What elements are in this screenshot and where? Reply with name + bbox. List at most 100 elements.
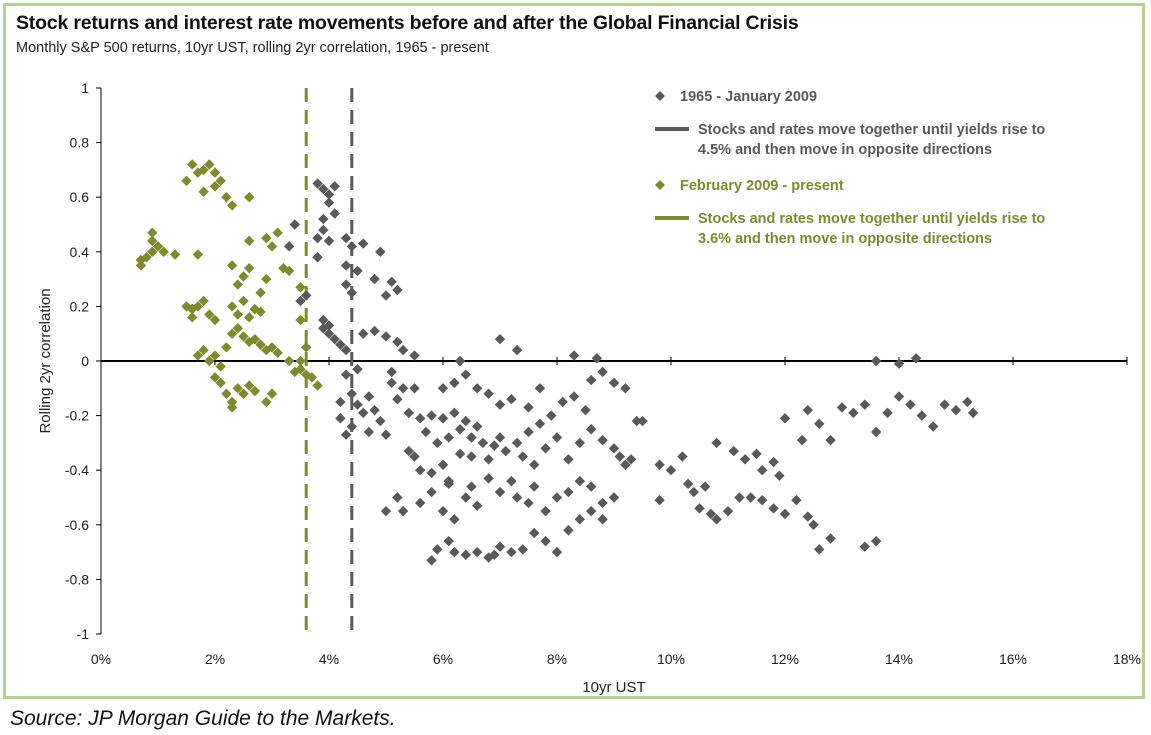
data-point bbox=[757, 465, 768, 476]
data-point bbox=[620, 459, 631, 470]
data-point bbox=[574, 437, 585, 449]
data-point bbox=[392, 284, 403, 296]
x-tick-label: 14% bbox=[885, 651, 913, 667]
data-point bbox=[540, 443, 551, 454]
data-point bbox=[814, 544, 825, 555]
data-point bbox=[226, 396, 238, 408]
data-point bbox=[859, 541, 870, 552]
data-point bbox=[597, 434, 608, 446]
data-point bbox=[329, 208, 340, 219]
data-point bbox=[209, 372, 221, 383]
data-point bbox=[397, 505, 409, 517]
data-point bbox=[882, 407, 893, 419]
data-point bbox=[283, 241, 295, 252]
data-point bbox=[523, 426, 534, 438]
data-point bbox=[244, 262, 255, 274]
data-point bbox=[386, 366, 397, 378]
data-point bbox=[403, 407, 414, 419]
data-point bbox=[967, 407, 979, 419]
data-point bbox=[768, 503, 779, 514]
data-point bbox=[380, 505, 392, 517]
data-point bbox=[215, 175, 226, 187]
data-point bbox=[209, 314, 221, 326]
data-point bbox=[221, 342, 232, 353]
data-point bbox=[318, 314, 329, 326]
data-point bbox=[415, 465, 426, 476]
data-point bbox=[489, 549, 500, 561]
data-point bbox=[255, 287, 266, 298]
data-point bbox=[950, 404, 962, 416]
data-point bbox=[500, 445, 511, 457]
data-point bbox=[198, 344, 209, 356]
data-point bbox=[255, 339, 266, 350]
data-point bbox=[437, 459, 449, 470]
data-point bbox=[551, 492, 563, 503]
data-point bbox=[597, 366, 608, 378]
data-point bbox=[620, 383, 631, 394]
data-point bbox=[774, 470, 785, 481]
data-point bbox=[910, 353, 922, 364]
data-point bbox=[580, 404, 591, 416]
data-point bbox=[739, 454, 751, 465]
data-point bbox=[340, 260, 352, 271]
data-point bbox=[814, 418, 825, 429]
data-point bbox=[808, 519, 819, 530]
data-point bbox=[369, 325, 380, 337]
data-point bbox=[147, 246, 158, 257]
data-point bbox=[494, 333, 506, 345]
data-point bbox=[363, 391, 375, 402]
x-tick-label: 10% bbox=[657, 651, 685, 667]
legend-label: 1965 - January 2009 bbox=[680, 89, 817, 105]
data-point bbox=[489, 440, 500, 451]
data-point bbox=[483, 454, 494, 465]
data-point bbox=[158, 246, 169, 257]
data-point bbox=[209, 181, 221, 192]
data-point bbox=[563, 486, 574, 498]
data-point bbox=[329, 181, 340, 192]
data-point bbox=[187, 159, 198, 170]
data-point bbox=[380, 429, 392, 440]
data-point bbox=[312, 232, 323, 244]
data-point bbox=[420, 426, 432, 438]
y-tick-label: 1 bbox=[81, 80, 89, 96]
data-point bbox=[238, 331, 249, 342]
source-note: Source: JP Morgan Guide to the Markets. bbox=[10, 707, 396, 730]
data-point bbox=[312, 380, 323, 391]
data-point bbox=[483, 552, 494, 563]
data-point bbox=[392, 394, 403, 405]
data-point bbox=[506, 475, 517, 487]
data-point bbox=[261, 232, 272, 244]
legend-label: 3.6% and then move in opposite direction… bbox=[698, 231, 992, 247]
data-point bbox=[198, 186, 209, 197]
data-point bbox=[466, 432, 477, 443]
data-point bbox=[392, 492, 403, 503]
data-point bbox=[472, 421, 483, 432]
data-point bbox=[266, 388, 278, 399]
data-point bbox=[677, 451, 688, 462]
data-point bbox=[226, 301, 238, 312]
data-point bbox=[836, 402, 848, 413]
data-point bbox=[426, 410, 437, 421]
data-point bbox=[221, 388, 232, 399]
data-point bbox=[238, 388, 249, 399]
data-point bbox=[534, 383, 546, 394]
data-point bbox=[551, 546, 563, 558]
data-point bbox=[494, 486, 506, 498]
data-point bbox=[289, 219, 300, 230]
data-point bbox=[426, 486, 437, 498]
y-tick-label: 0.6 bbox=[70, 189, 90, 205]
data-point bbox=[301, 290, 312, 301]
data-point bbox=[232, 279, 243, 290]
data-point bbox=[454, 448, 466, 460]
data-point bbox=[437, 413, 449, 424]
legend-label: 4.5% and then move in opposite direction… bbox=[698, 142, 992, 158]
data-point bbox=[312, 178, 323, 189]
data-point bbox=[187, 312, 198, 323]
data-point bbox=[494, 541, 506, 552]
data-point bbox=[893, 391, 905, 402]
data-point bbox=[688, 486, 699, 498]
series-1965-2009 bbox=[283, 178, 979, 566]
data-point bbox=[323, 189, 335, 200]
data-point bbox=[905, 399, 916, 410]
threshold-lines bbox=[304, 88, 354, 634]
